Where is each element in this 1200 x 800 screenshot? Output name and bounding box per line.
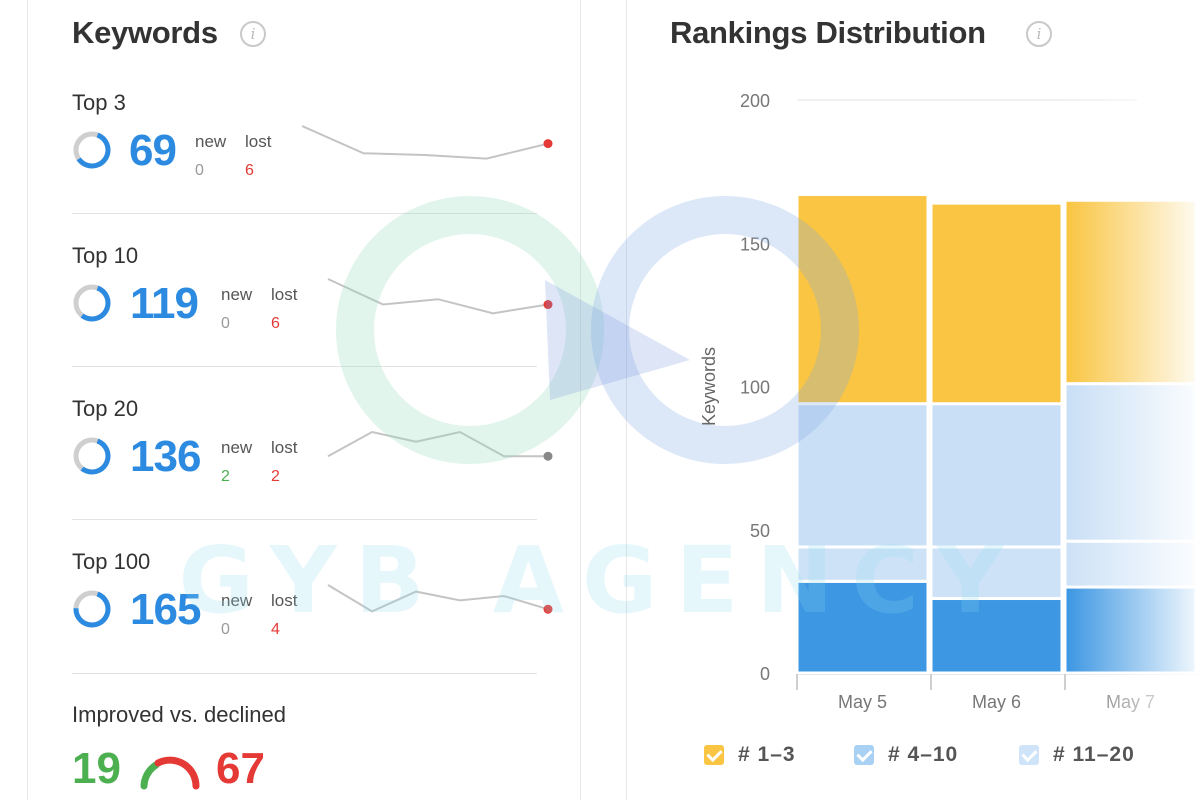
new-count[interactable]: 0 (195, 162, 204, 179)
legend-checkbox-icon[interactable] (854, 745, 874, 765)
sparkline-path (327, 278, 549, 315)
bar-segment[interactable] (929, 201, 1064, 406)
bar-segment[interactable] (1063, 382, 1198, 543)
sparkline-end-dot (543, 604, 553, 614)
keyword-row: Top 100 165 new lost 0 4 (72, 549, 553, 699)
row-divider (72, 673, 537, 674)
new-label: new (195, 132, 227, 151)
lost-count[interactable]: 6 (245, 162, 254, 179)
row-divider (72, 213, 537, 214)
lost-label: lost (271, 591, 298, 610)
y-tick-label: 200 (740, 91, 770, 111)
sparkline-path (327, 584, 549, 613)
row-label: Top 20 (72, 396, 139, 421)
legend-item[interactable]: # 4–10 (854, 740, 958, 770)
new-label: new (221, 591, 253, 610)
rankings-info-icon[interactable]: i (1026, 21, 1052, 47)
new-label: new (221, 438, 253, 457)
improved-count: 19 (72, 744, 121, 793)
lost-label: lost (245, 132, 272, 151)
panel-border-mid (580, 0, 581, 800)
trend-sparkline (327, 584, 553, 614)
declined-count: 67 (216, 744, 265, 793)
bar-segment[interactable] (795, 193, 930, 406)
bar-segment[interactable] (929, 545, 1064, 601)
lost-label: lost (271, 438, 298, 457)
y-tick-label: 0 (760, 664, 770, 684)
bar-segment[interactable] (795, 579, 930, 675)
x-tick-label: May 5 (838, 692, 887, 712)
row-value[interactable]: 136 (130, 432, 201, 481)
sparkline-end-dot (543, 300, 553, 310)
trend-sparkline (301, 125, 553, 160)
legend-item[interactable]: # 1–3 (704, 740, 796, 770)
bar-segment[interactable] (1063, 198, 1198, 386)
legend-item[interactable]: # 11–20 (1019, 740, 1135, 770)
improved-vs-declined-label: Improved vs. declined (72, 702, 286, 727)
bar-segment[interactable] (1063, 539, 1198, 589)
keywords-title: Keywords (72, 15, 218, 50)
sparkline-path (327, 430, 548, 458)
rankings-chart: 0 50 100 150 200 Keywords May 5 May 6 May 7 (699, 91, 1200, 712)
y-tick-label: 100 (740, 378, 770, 398)
row-label: Top 10 (72, 243, 139, 268)
rankings-title: Rankings Distribution (670, 15, 986, 50)
y-tick-label: 150 (740, 234, 770, 254)
bar-segment[interactable] (929, 597, 1064, 675)
sparkline-end-dot (543, 139, 553, 149)
ring-chart-icon (73, 437, 111, 475)
rankings-distribution-panel: Rankings Distribution i 0 50 100 150 200 Keyw… (627, 0, 1200, 800)
sparkline-end-dot (543, 451, 553, 461)
bar-segment[interactable] (1063, 585, 1198, 675)
x-tick-label: May 6 (972, 692, 1021, 712)
lost-count[interactable]: 6 (271, 315, 280, 332)
bar-segment[interactable] (795, 402, 930, 549)
legend-label: # 11–20 (1053, 743, 1135, 766)
keyword-row: Top 3 69 new lost 0 6 (72, 90, 553, 240)
legend-checkbox-icon[interactable] (704, 745, 724, 765)
new-count[interactable]: 0 (221, 621, 230, 638)
new-label: new (221, 285, 253, 304)
y-tick-label: 50 (750, 521, 770, 541)
lost-count[interactable]: 4 (271, 621, 280, 638)
legend-checkbox-icon[interactable] (1019, 745, 1039, 765)
y-axis-label: Keywords (699, 347, 719, 426)
legend-label: # 1–3 (738, 743, 796, 766)
row-value[interactable]: 119 (130, 279, 199, 328)
keywords-info-icon[interactable]: i (240, 21, 266, 47)
bar-segment[interactable] (929, 402, 1064, 549)
new-count[interactable]: 0 (221, 315, 230, 332)
keyword-row: Top 20 136 new lost 2 2 (72, 396, 553, 546)
trend-sparkline (327, 278, 553, 315)
x-tick-label: May 7 (1106, 692, 1155, 712)
panel-border-right (626, 0, 627, 800)
trend-sparkline (327, 430, 553, 461)
row-value[interactable]: 69 (129, 126, 177, 175)
row-value[interactable]: 165 (130, 585, 201, 634)
row-label: Top 100 (72, 549, 151, 574)
lost-count[interactable]: 2 (271, 468, 280, 485)
ring-chart-icon (73, 131, 111, 169)
ring-chart-icon (73, 284, 111, 322)
bar-segment[interactable] (795, 545, 930, 583)
row-divider (72, 519, 537, 520)
keywords-panel: Keywords i Top 3 69 new lost 0 6 Top 10 … (72, 0, 553, 800)
row-divider (72, 366, 537, 367)
sparkline-path (301, 125, 549, 160)
panel-border-left (27, 0, 28, 800)
legend-label: # 4–10 (888, 743, 959, 766)
row-label: Top 3 (72, 90, 126, 115)
ring-chart-icon (73, 590, 111, 628)
new-count[interactable]: 2 (221, 468, 230, 485)
improved-declined-gauge-icon (140, 756, 200, 790)
keyword-row: Top 10 119 new lost 0 6 (72, 243, 553, 393)
lost-label: lost (271, 285, 298, 304)
